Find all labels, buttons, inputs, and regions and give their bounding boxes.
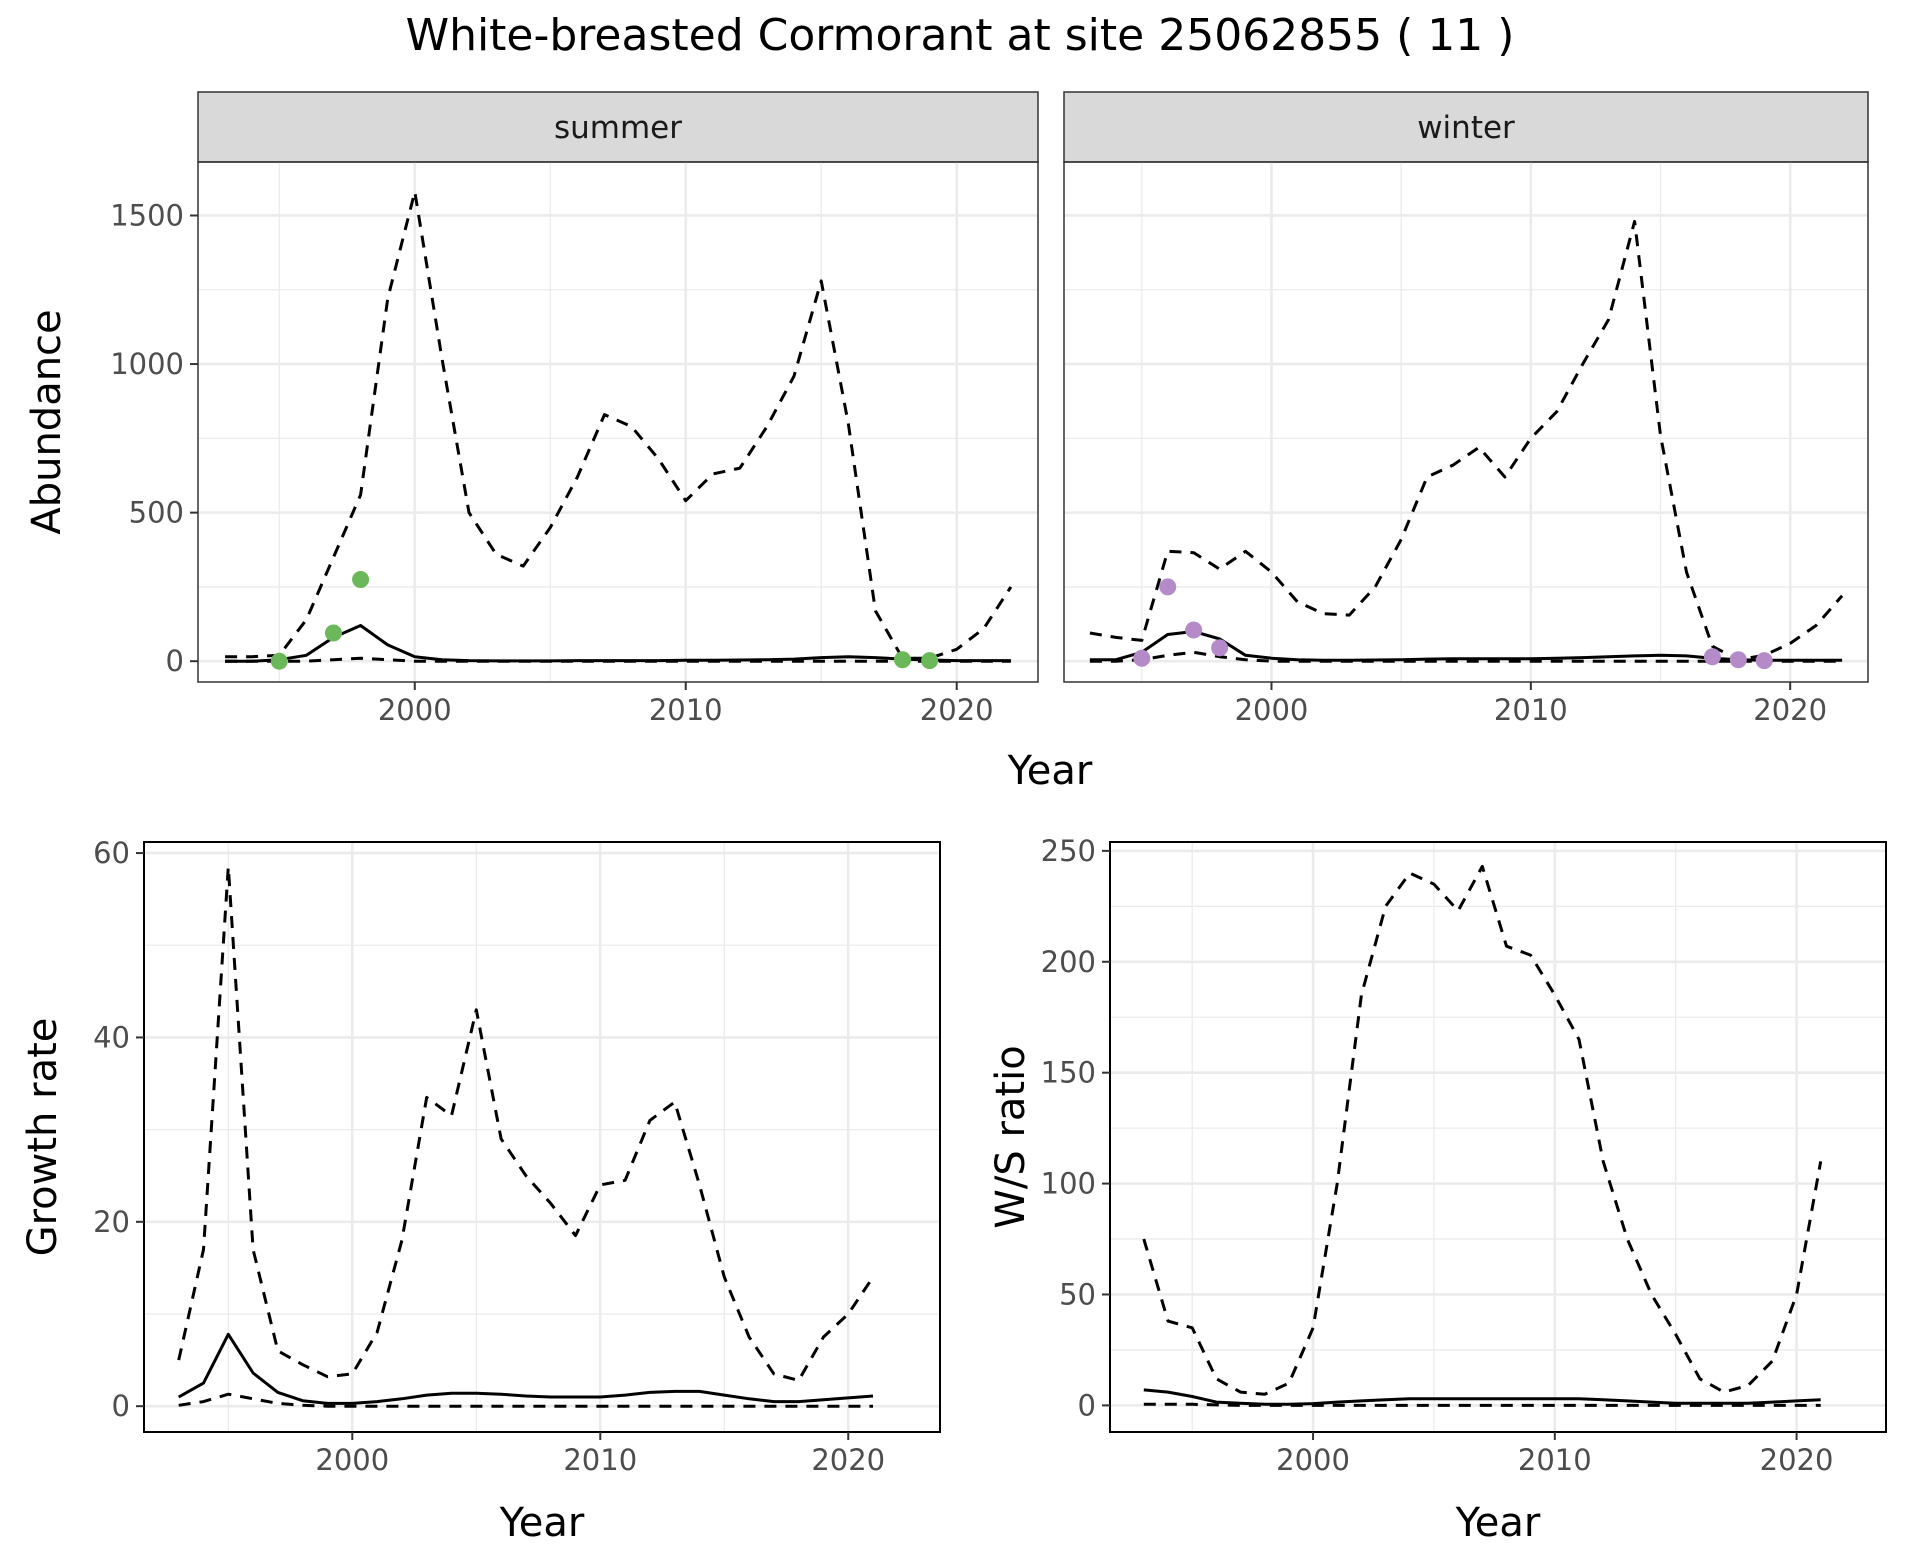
series-line-upper [225,190,1013,660]
panel-growth-rate: 2000 2010 2020 0 20 40 60 Growth rate Year [20,836,941,1546]
y-tick-label: 20 [93,1205,130,1239]
data-point [1159,578,1177,596]
y-axis-title: W/S ratio [988,1045,1034,1228]
x-tick-label: 2010 [1494,693,1568,727]
y-axis-title: Growth rate [20,1018,66,1257]
x-axis-title: Year [1455,1500,1541,1546]
y-tick-label: 40 [93,1020,130,1054]
data-point [324,624,342,642]
y-tick-label: 0 [112,1389,130,1423]
panel-summer-abundance: summer 2000 2010 2020 0 500 1000 1500 Abundance [24,91,1039,727]
y-tick-label: 150 [1041,1056,1096,1090]
facet-strip-label: winter [1417,110,1515,146]
panel-border [1109,841,1887,1433]
x-tick-label: 2000 [378,693,452,727]
series-line-upper [1142,864,1823,1396]
x-tick-label: 2000 [1276,1443,1350,1477]
series-line-upper [1089,219,1844,662]
panel-winter-abundance: winter 2000 2010 2020 [1063,91,1869,727]
y-tick-label: 200 [1041,945,1096,979]
x-tick-label: 2020 [1753,693,1827,727]
shared-axis-labels: Year [1007,748,1093,794]
data-point [1703,648,1721,666]
x-tick-label: 2000 [315,1443,389,1477]
x-axis-title-facets: Year [1007,748,1093,794]
panel-ws-ratio: 2000 2010 2020 0 50 100 150 200 250 W/S ratio Year [988,834,1887,1546]
series-line-lower [1089,650,1843,663]
data-point [1729,651,1747,669]
x-tick-label: 2010 [563,1443,637,1477]
series-line-lower [225,656,1011,663]
x-tick-label: 2000 [1235,693,1309,727]
series-line-estimate [177,1332,874,1405]
series-line-upper [177,865,875,1382]
data-point [921,652,939,670]
data-point [1185,621,1203,639]
data-point [1211,639,1229,657]
data-point [1755,652,1773,670]
x-tick-label: 2020 [811,1443,885,1477]
panel-border [143,841,941,1433]
y-tick-label: 0 [166,644,184,678]
y-tick-label: 60 [93,836,130,870]
x-tick-label: 2020 [1760,1443,1834,1477]
panel-border [197,161,1039,683]
facet-strip-label: summer [554,110,682,146]
y-tick-label: 100 [1041,1167,1096,1201]
y-tick-label: 1000 [110,347,184,381]
y-tick-label: 0 [1078,1388,1096,1422]
x-tick-label: 2010 [649,693,723,727]
data-point [894,651,912,669]
y-axis-title: Abundance [24,309,70,534]
y-tick-label: 1500 [110,198,184,232]
y-tick-label: 250 [1041,834,1096,868]
x-axis-title: Year [499,1500,585,1546]
y-tick-label: 50 [1059,1277,1096,1311]
panel-border [1063,161,1869,683]
data-point [1133,649,1151,667]
data-point [270,652,288,670]
x-tick-label: 2020 [920,693,994,727]
chart-title: White-breasted Cormorant at site 2506285… [406,10,1515,61]
series-line-estimate [225,624,1011,663]
data-point [352,570,370,588]
x-tick-label: 2010 [1518,1443,1592,1477]
series-line-estimate [1089,630,1843,662]
facet-strip [197,91,1039,163]
series-line-lower [1143,1402,1821,1407]
y-tick-label: 500 [129,496,184,530]
